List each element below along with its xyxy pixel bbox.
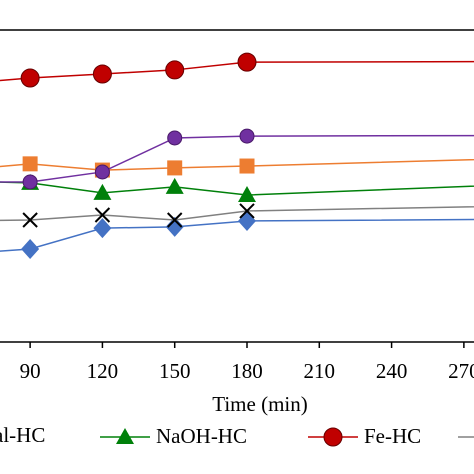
marker — [22, 156, 38, 172]
marker — [22, 212, 38, 228]
x-tick-label: 120 — [87, 359, 119, 383]
x-tick-label: 240 — [376, 359, 408, 383]
marker — [116, 428, 134, 444]
x-tick-label: 150 — [159, 359, 191, 383]
legend-label: al-HC — [0, 423, 45, 447]
x-tick-label: 210 — [304, 359, 336, 383]
series-line — [0, 218, 474, 252]
marker — [92, 64, 112, 84]
marker — [94, 164, 110, 180]
legend-label: NaOH-HC — [156, 424, 247, 448]
marker — [93, 218, 112, 239]
marker — [239, 158, 255, 174]
marker — [165, 177, 184, 194]
marker — [238, 186, 257, 203]
marker — [165, 60, 185, 80]
marker — [237, 52, 257, 72]
x-tick-label: 270 — [448, 359, 474, 383]
legend-label: Fe-HC — [364, 424, 421, 448]
marker — [323, 427, 343, 447]
series-line — [0, 60, 474, 82]
marker — [167, 160, 183, 176]
marker — [93, 183, 112, 200]
series-line — [0, 134, 474, 183]
x-tick-label: 90 — [20, 359, 41, 383]
marker — [22, 174, 38, 190]
marker — [167, 130, 183, 146]
plot-area — [0, 52, 474, 260]
marker — [21, 239, 40, 260]
marker — [165, 216, 184, 237]
marker — [20, 68, 40, 88]
series-line — [0, 181, 474, 196]
series-line — [0, 205, 474, 222]
marker — [239, 128, 255, 144]
marker — [239, 203, 255, 219]
x-axis-label: Time (min) — [212, 392, 307, 416]
marker — [167, 212, 183, 228]
series-line — [0, 158, 474, 171]
x-tick-label: 180 — [231, 359, 263, 383]
marker — [238, 210, 257, 231]
marker — [94, 207, 111, 223]
